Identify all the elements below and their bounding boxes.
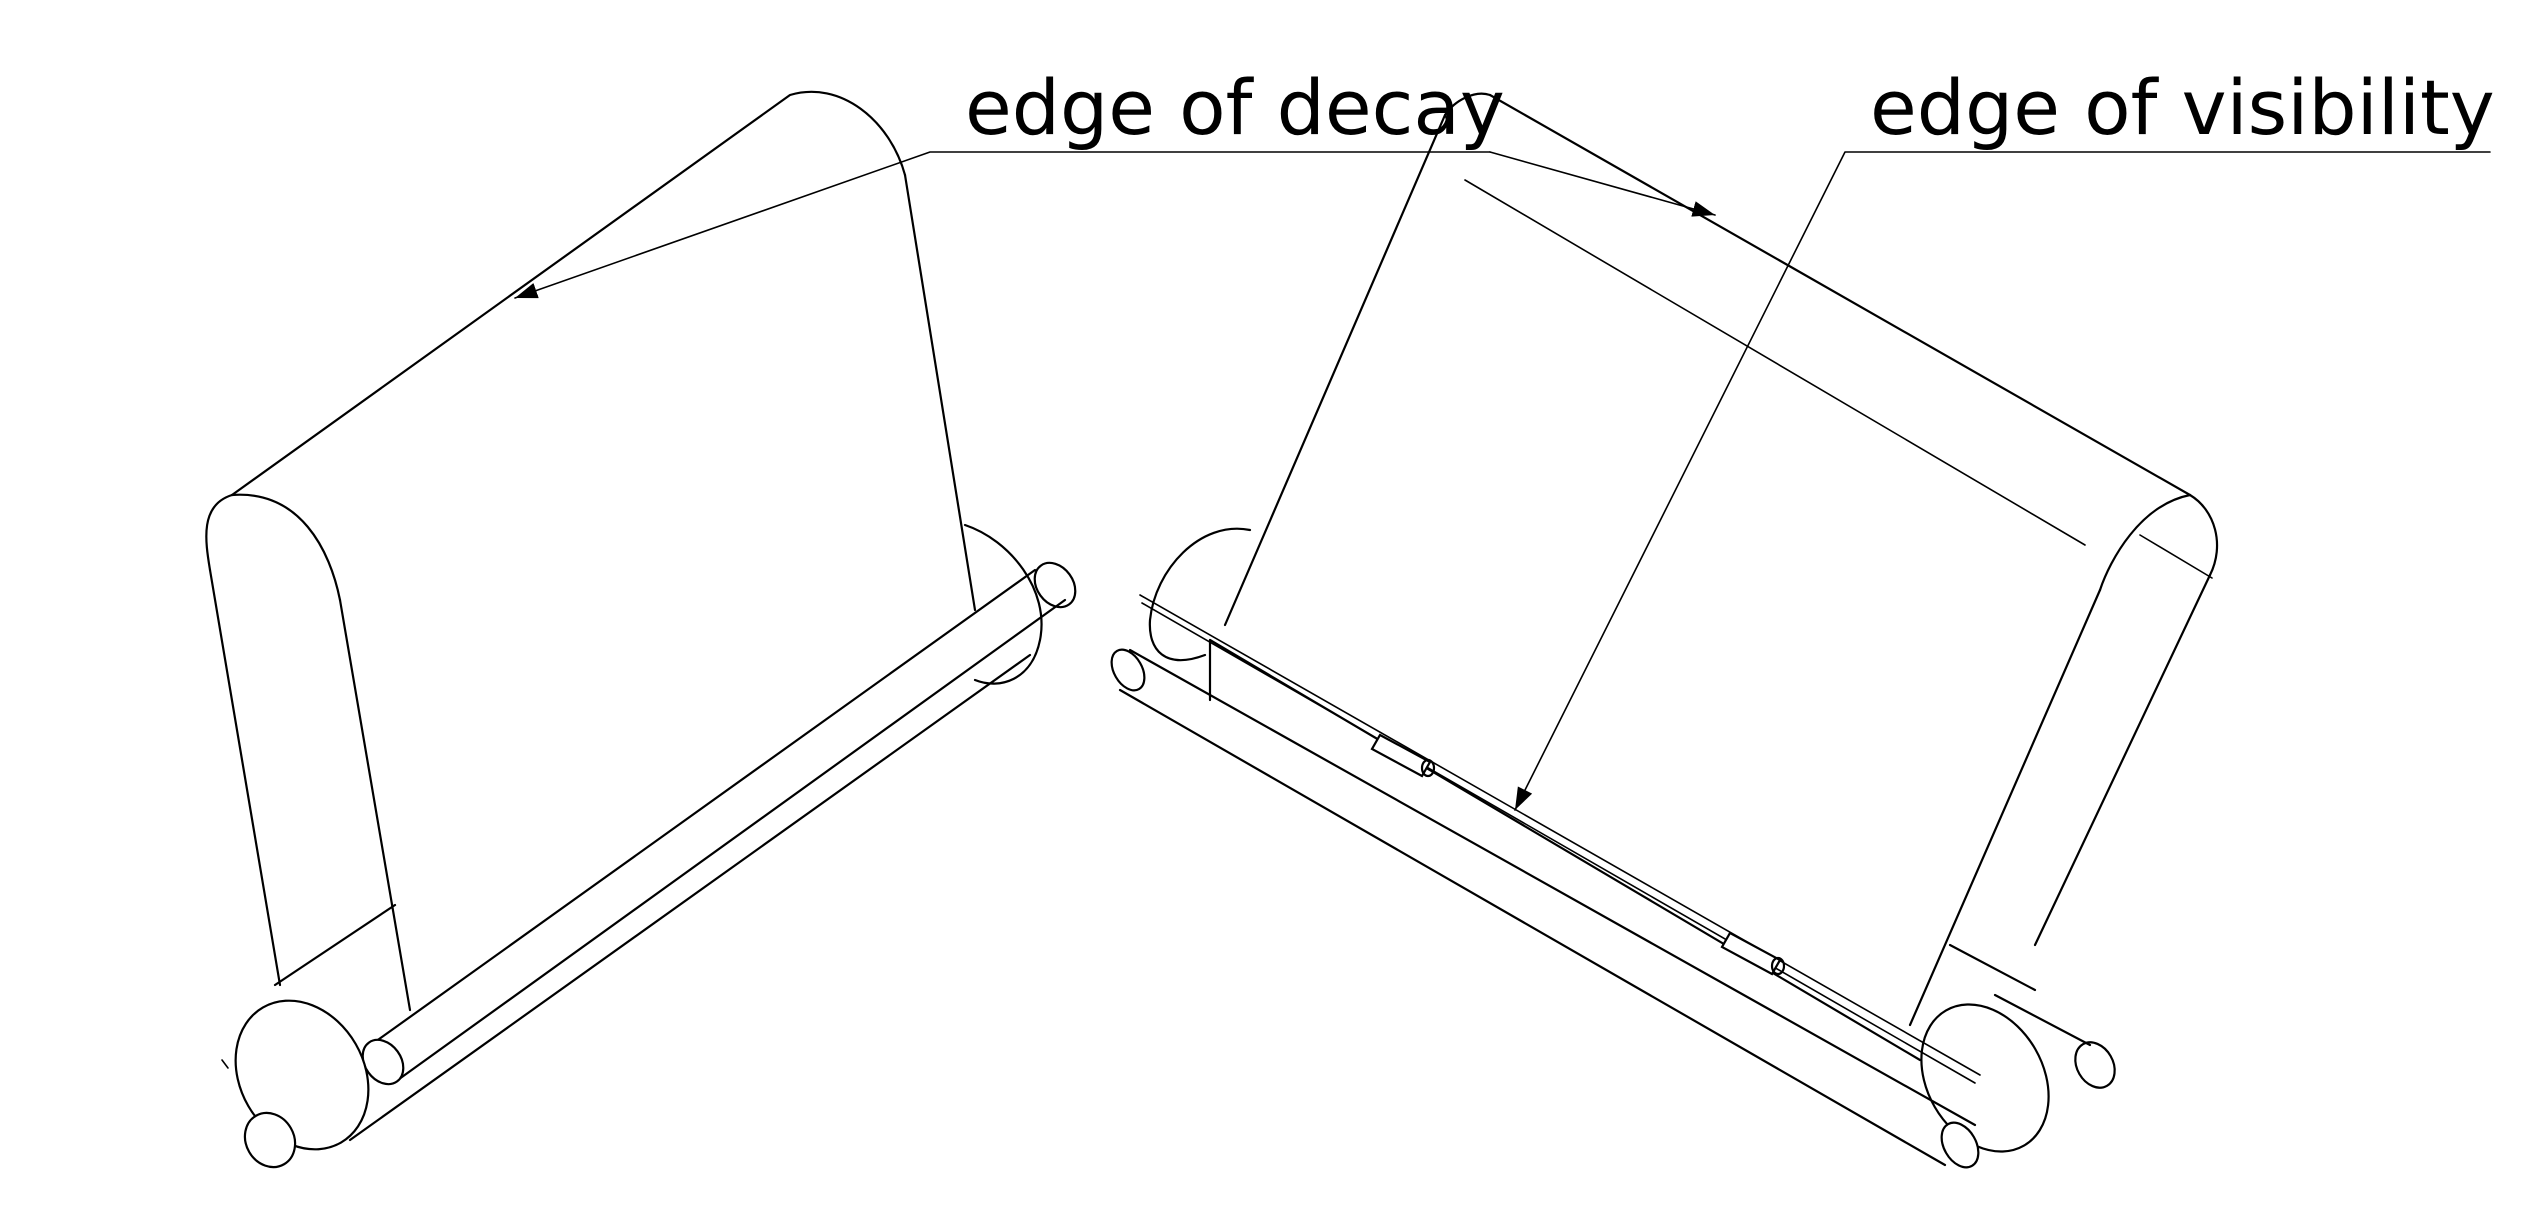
left-assembly (205, 90, 1077, 1169)
rod-clip-2 (1720, 931, 1786, 976)
left-sheet (205, 90, 977, 1012)
label-edge-of-decay: edge of decay (514, 63, 1716, 299)
right-lower-roller (1110, 648, 1980, 1169)
edge-of-decay-text: edge of decay (965, 63, 1505, 152)
right-assembly (1110, 92, 2219, 1169)
rod-clip-1 (1370, 733, 1436, 778)
label-edge-of-visibility: edge of visibility (1514, 63, 2495, 811)
right-sheet (1223, 92, 2219, 1027)
left-main-roller (221, 653, 1032, 1169)
right-rod (1139, 594, 1981, 1084)
left-thin-roller (361, 561, 1077, 1086)
edge-of-visibility-text: edge of visibility (1870, 63, 2495, 152)
left-back-roller-cap (963, 523, 1043, 685)
right-roller-left-cap (1148, 527, 1252, 662)
